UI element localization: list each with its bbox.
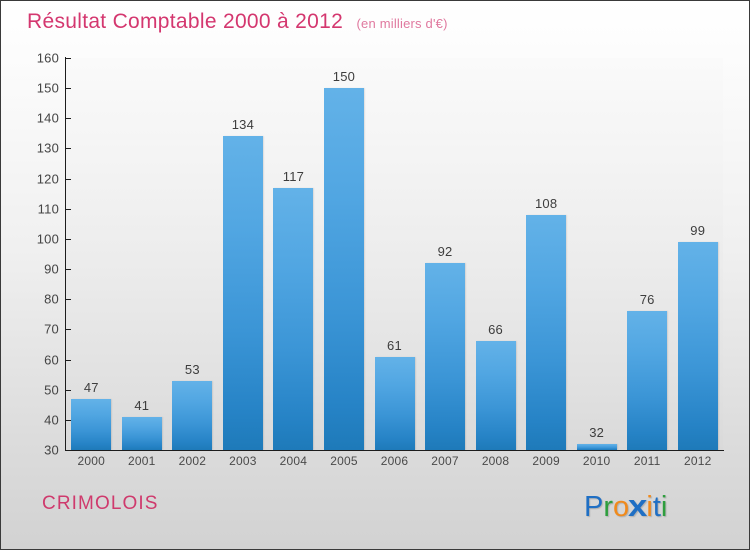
bar-value-label: 150 bbox=[332, 69, 356, 85]
y-axis-tick bbox=[66, 389, 71, 391]
y-axis-tick bbox=[66, 299, 71, 301]
x-axis-tick-label: 2008 bbox=[481, 454, 510, 468]
logo-letter: o bbox=[613, 491, 630, 523]
y-axis-tick-label: 130 bbox=[36, 140, 59, 156]
y-axis-tick bbox=[66, 359, 71, 361]
logo-letter: i bbox=[660, 491, 668, 523]
bar-value-label: 92 bbox=[437, 244, 453, 260]
x-axis-tick-label: 2011 bbox=[633, 454, 661, 468]
logo-letter: P bbox=[584, 491, 604, 523]
bar[interactable] bbox=[273, 187, 314, 450]
y-axis-tick-label: 150 bbox=[36, 80, 59, 96]
bar[interactable] bbox=[425, 263, 466, 450]
x-axis-tick-label: 2000 bbox=[77, 454, 106, 468]
y-axis-line bbox=[65, 57, 66, 451]
bar-value-label: 53 bbox=[184, 361, 200, 377]
bar-value-label: 134 bbox=[231, 117, 255, 133]
y-axis-tick-label: 110 bbox=[37, 201, 59, 217]
x-axis-tick-label: 2009 bbox=[532, 454, 560, 468]
y-axis-tick bbox=[66, 58, 71, 59]
y-axis-tick bbox=[66, 269, 71, 271]
y-axis-tick-label: 120 bbox=[36, 171, 59, 187]
bar-value-label: 61 bbox=[387, 337, 402, 353]
x-axis-tick-label: 2001 bbox=[128, 454, 156, 468]
y-axis-tick-label: 40 bbox=[44, 412, 59, 428]
y-axis-tick-label: 60 bbox=[44, 352, 59, 368]
y-axis-tick-label: 50 bbox=[44, 382, 59, 398]
bar[interactable] bbox=[576, 443, 617, 450]
y-axis-tick-label: 100 bbox=[36, 231, 59, 247]
y-axis-tick bbox=[66, 88, 71, 90]
bar-value-label: 32 bbox=[589, 424, 605, 440]
y-axis-tick bbox=[66, 450, 71, 451]
bar[interactable] bbox=[374, 356, 415, 450]
page-title: Résultat Comptable 2000 à 2012 bbox=[27, 10, 344, 33]
bar[interactable] bbox=[121, 416, 162, 450]
y-axis-tick bbox=[66, 148, 71, 150]
x-axis-line bbox=[65, 450, 724, 451]
x-axis-tick-label: 2005 bbox=[330, 454, 358, 468]
bar-value-label: 47 bbox=[83, 379, 99, 395]
chart-subtitle: (en milliers d'€) bbox=[356, 16, 448, 31]
bar[interactable] bbox=[222, 136, 263, 450]
bar[interactable] bbox=[71, 398, 112, 450]
x-axis-tick-label: 2006 bbox=[380, 454, 409, 468]
bar-value-label: 41 bbox=[134, 397, 150, 413]
x-axis-tick-label: 2007 bbox=[431, 454, 459, 468]
bar[interactable] bbox=[172, 380, 213, 450]
logo-letter: t bbox=[652, 491, 661, 523]
y-axis-tick-label: 70 bbox=[44, 321, 59, 337]
y-axis-tick bbox=[66, 178, 71, 180]
x-axis-tick-label: 2010 bbox=[582, 454, 611, 468]
y-axis-tick bbox=[66, 208, 71, 210]
x-axis-tick-label: 2003 bbox=[229, 454, 257, 468]
proxiti-logo[interactable]: Proxiti bbox=[584, 488, 667, 524]
bar-value-label: 108 bbox=[534, 195, 558, 211]
bar-value-label: 99 bbox=[690, 222, 706, 238]
logo-letter: i bbox=[646, 491, 653, 523]
y-axis-tick bbox=[66, 329, 71, 331]
bar[interactable] bbox=[323, 88, 364, 450]
y-axis-tick-label: 140 bbox=[36, 110, 59, 126]
y-axis-tick-label: 90 bbox=[44, 261, 59, 277]
y-axis-tick-label: 160 bbox=[36, 50, 59, 66]
y-axis-tick-label: 80 bbox=[44, 291, 59, 307]
x-axis-tick-label: 2012 bbox=[683, 454, 712, 468]
logo-letter: r bbox=[603, 491, 614, 523]
bar[interactable] bbox=[475, 341, 516, 450]
logo-letter: x bbox=[628, 488, 648, 523]
bar[interactable] bbox=[627, 311, 668, 450]
bar-value-label: 76 bbox=[639, 292, 655, 308]
bar-value-label: 66 bbox=[488, 322, 503, 338]
y-axis-tick-label: 30 bbox=[44, 442, 59, 458]
entity-name: CRIMOLOIS bbox=[42, 493, 159, 514]
bar[interactable] bbox=[526, 214, 567, 450]
x-axis-tick-label: 2002 bbox=[178, 454, 207, 468]
y-axis-tick bbox=[66, 118, 71, 120]
bar[interactable] bbox=[677, 241, 718, 450]
bar-value-label: 117 bbox=[282, 168, 305, 184]
x-axis-tick-label: 2004 bbox=[279, 454, 308, 468]
y-axis-tick bbox=[66, 238, 71, 240]
chart-header: Résultat Comptable 2000 à 2012 (en milli… bbox=[27, 10, 448, 34]
y-axis-tick bbox=[66, 419, 71, 421]
